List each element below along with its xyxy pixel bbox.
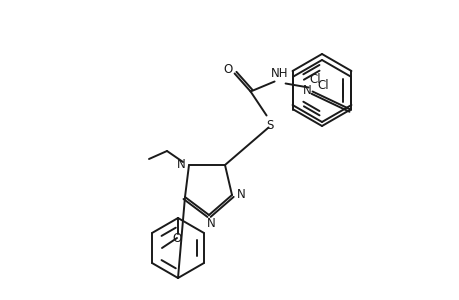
Text: O: O [172, 232, 181, 245]
Text: N: N [206, 218, 215, 230]
Text: Cl: Cl [309, 73, 320, 86]
Text: O: O [223, 63, 232, 76]
Text: N: N [302, 84, 311, 97]
Text: N: N [176, 158, 185, 172]
Text: NH: NH [270, 67, 288, 80]
Text: N: N [236, 188, 245, 202]
Text: S: S [265, 119, 273, 132]
Text: Cl: Cl [317, 79, 328, 92]
